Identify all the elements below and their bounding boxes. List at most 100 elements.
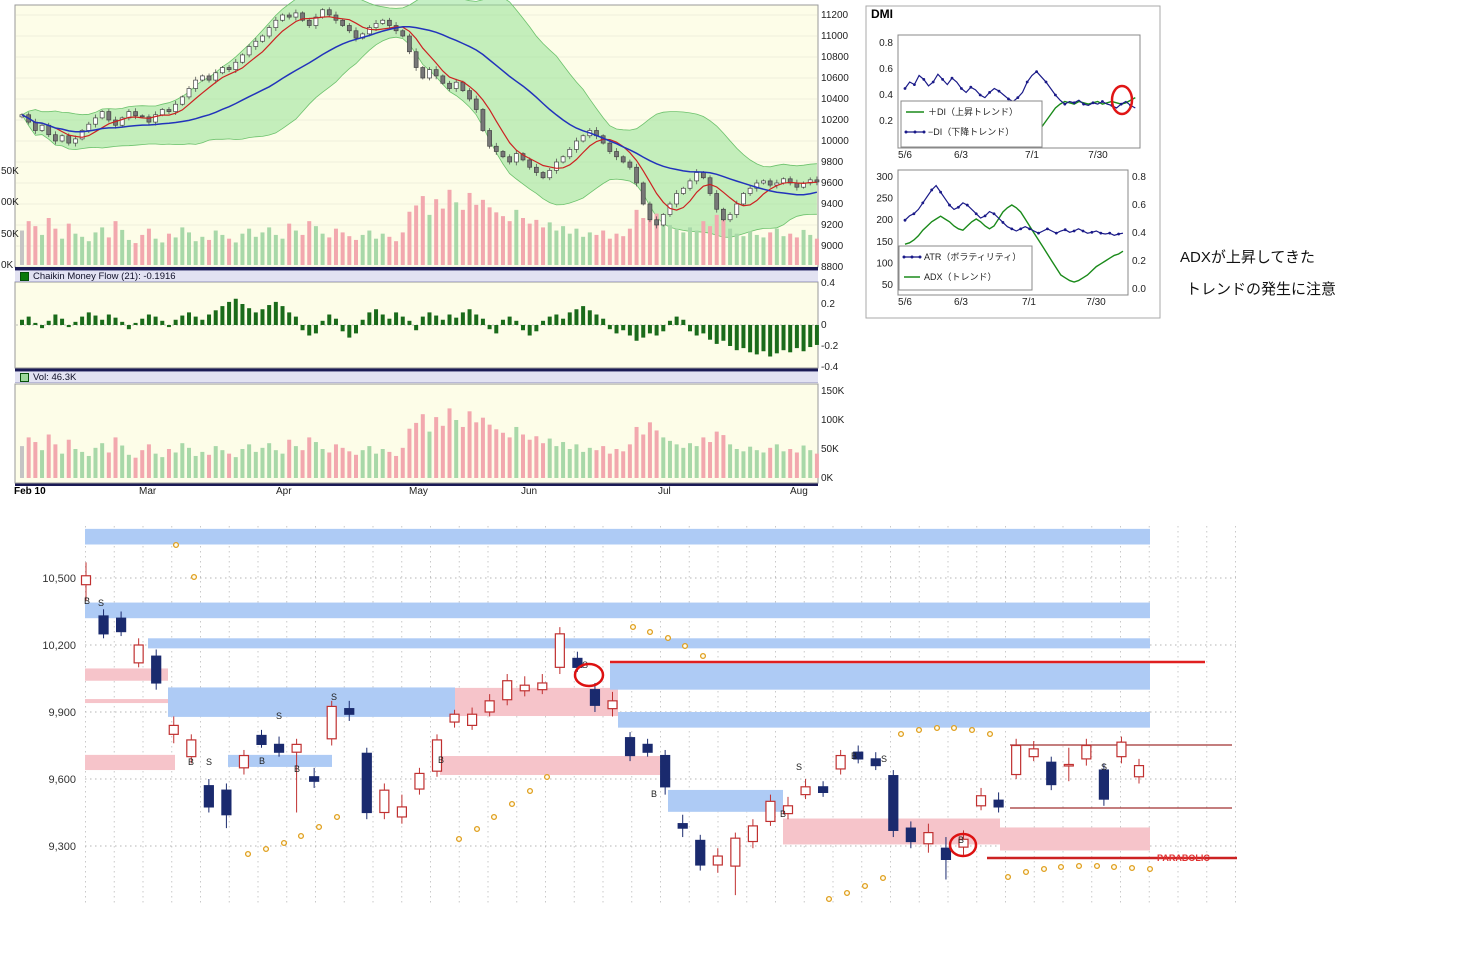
dmi-highlight-circle [1110,84,1134,116]
svg-text:0.6: 0.6 [879,64,893,75]
atr-adx-chart: 300 250 200 150 100 50 0.8 0.6 0.4 0.2 0.0 5/6 6/3 7/… [876,172,1146,308]
svg-text:9400: 9400 [821,199,844,210]
svg-text:150K: 150K [821,386,845,397]
svg-text:10400: 10400 [821,94,849,105]
svg-text:7/30: 7/30 [1086,297,1106,308]
month-label: Apr [276,486,292,497]
svg-text:200: 200 [876,215,893,226]
svg-text:0.8: 0.8 [1132,172,1146,183]
volume-header-label: Vol: 46.3K [33,371,77,383]
volume-swatch-icon [20,372,29,382]
svg-text:0.0: 0.0 [1132,284,1146,295]
svg-text:9,900: 9,900 [48,707,76,719]
volume-panel-header[interactable]: Vol: 46.3K [15,371,818,383]
svg-text:10,500: 10,500 [42,573,76,585]
bottom-candles [80,562,1145,896]
svg-text:B: B [851,751,857,761]
svg-text:-0.4: -0.4 [821,362,839,373]
svg-text:S: S [276,711,282,721]
svg-text:100K: 100K [821,415,845,426]
svg-text:B: B [259,756,265,766]
svg-text:9600: 9600 [821,178,844,189]
svg-text:0.4: 0.4 [821,278,835,289]
svg-text:0.4: 0.4 [1132,228,1146,239]
svg-text:B: B [294,764,300,774]
svg-text:8800: 8800 [821,262,844,273]
svg-text:150: 150 [876,237,893,248]
svg-text:7/1: 7/1 [1022,297,1036,308]
svg-text:0K: 0K [1,260,14,271]
month-label: Mar [139,486,157,497]
svg-text:S: S [796,762,802,772]
svg-text:50K: 50K [821,444,839,455]
cmf-panel: 0.4 0.2 0 -0.2 -0.4 [14,278,839,373]
month-label: Aug [790,486,808,497]
svg-text:0.2: 0.2 [879,116,893,127]
svg-text:B: B [958,835,964,845]
svg-text:ADX（トレンド）: ADX（トレンド） [924,272,997,282]
month-label: Jun [521,486,538,497]
red-circles [573,662,978,858]
svg-text:ATR（ボラティリティ）: ATR（ボラティリティ） [924,252,1021,262]
svg-text:10000: 10000 [821,136,849,147]
svg-text:10800: 10800 [821,52,849,63]
svg-text:100: 100 [876,258,893,269]
svg-text:B: B [438,755,444,765]
svg-text:10200: 10200 [821,115,849,126]
svg-text:0.2: 0.2 [1132,256,1146,267]
svg-text:250: 250 [876,194,893,205]
svg-text:10,200: 10,200 [42,640,76,652]
svg-text:9800: 9800 [821,157,844,168]
annotation-trend-warning: トレンドの発生に注意 [1186,281,1337,298]
svg-text:50K: 50K [1,229,19,240]
svg-text:6/3: 6/3 [954,297,968,308]
month-label: Feb 10 [14,486,46,497]
svg-text:-0.2: -0.2 [821,341,839,352]
svg-text:5/6: 5/6 [898,297,912,308]
svg-text:B: B [780,809,786,819]
svg-text:0.4: 0.4 [879,90,893,101]
cmf-panel-header[interactable]: Chaikin Money Flow (21): -0.1916 [15,270,818,282]
moving-averages [21,16,818,211]
svg-text:6/3: 6/3 [954,150,968,161]
svg-text:0.6: 0.6 [1132,200,1146,211]
zones [85,528,1150,851]
dmi-di-chart: 0.8 0.6 0.4 0.2 5/6 6/3 7/1 7/30 ＋DI（上昇トレンド） −DI（… [879,38,1136,161]
svg-text:00K: 00K [1,197,19,208]
price-axis-labels: 11200 11000 10800 10600 10400 10200 10000 9800 9… [1,10,849,273]
svg-text:0K: 0K [821,473,834,484]
svg-text:9000: 9000 [821,241,844,252]
svg-text:0.2: 0.2 [821,299,835,310]
svg-text:S: S [331,692,337,702]
svg-text:9,600: 9,600 [48,774,76,786]
svg-text:S: S [98,598,104,608]
svg-text:S: S [206,757,212,767]
dmi-title: DMI [871,7,893,21]
svg-text:B: B [188,757,194,767]
svg-text:S: S [1101,762,1107,772]
annotation-adx-rising: ADXが上昇してきた [1180,249,1315,266]
parabolic-label: PARABOLIC [1157,853,1210,863]
svg-text:50: 50 [882,280,894,291]
svg-text:−DI（下降トレンド）: −DI（下降トレンド） [928,126,1014,137]
sar-dots [172,541,1154,903]
svg-text:B: B [651,789,657,799]
svg-text:0: 0 [821,320,827,331]
svg-text:50K: 50K [1,166,19,177]
svg-text:10600: 10600 [821,73,849,84]
volume-overlay-bars [20,189,819,265]
svg-text:7/30: 7/30 [1088,150,1108,161]
bollinger-band [21,0,817,238]
candlesticks [19,7,820,229]
svg-text:B: B [84,596,90,606]
svg-text:300: 300 [876,172,893,183]
svg-text:PARABOLIC: PARABOLIC [1157,853,1210,863]
svg-text:9,300: 9,300 [48,841,76,853]
svg-text:S: S [881,754,887,764]
svg-text:＋DI（上昇トレンド）: ＋DI（上昇トレンド） [928,107,1018,117]
svg-text:0.8: 0.8 [879,38,893,49]
cmf-swatch-icon [20,271,29,281]
